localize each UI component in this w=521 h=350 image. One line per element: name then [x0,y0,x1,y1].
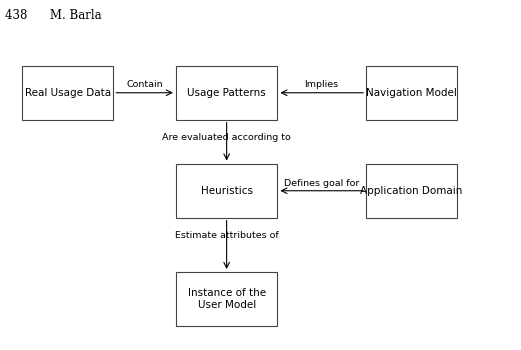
FancyBboxPatch shape [176,164,277,218]
Text: Heuristics: Heuristics [201,186,253,196]
Text: Usage Patterns: Usage Patterns [187,88,266,98]
FancyBboxPatch shape [366,66,457,120]
Text: Real Usage Data: Real Usage Data [24,88,111,98]
Text: Contain: Contain [127,80,163,89]
FancyBboxPatch shape [22,66,113,120]
Text: Are evaluated according to: Are evaluated according to [162,133,291,142]
Text: Implies: Implies [304,80,339,89]
Text: 438      M. Barla: 438 M. Barla [5,9,102,22]
FancyBboxPatch shape [366,164,457,218]
Text: Application Domain: Application Domain [361,186,463,196]
Text: Navigation Model: Navigation Model [366,88,457,98]
FancyBboxPatch shape [176,66,277,120]
FancyBboxPatch shape [176,272,277,326]
Text: Estimate attributes of: Estimate attributes of [175,231,279,240]
Text: Defines goal for: Defines goal for [284,178,359,188]
Text: Instance of the
User Model: Instance of the User Model [188,288,266,310]
